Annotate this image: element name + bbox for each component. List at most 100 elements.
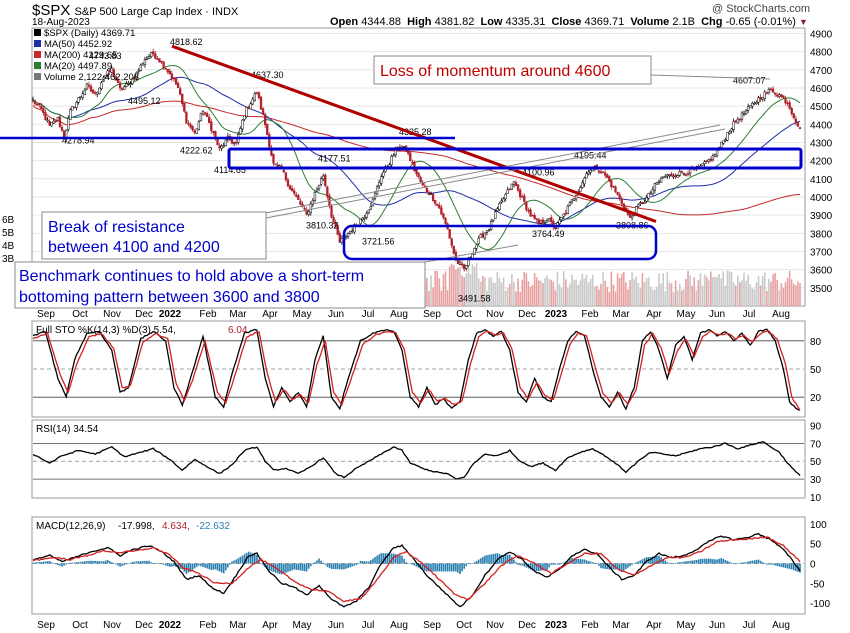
macd-histogram-bar bbox=[63, 563, 65, 566]
macd-histogram-bar bbox=[579, 559, 582, 564]
candle-body bbox=[143, 59, 147, 66]
volume-bar bbox=[602, 272, 604, 306]
macd-histogram-bar bbox=[670, 563, 673, 565]
volume-bar bbox=[610, 271, 613, 306]
macd-histogram-bar bbox=[328, 563, 331, 568]
volume-bar bbox=[763, 272, 766, 306]
macd-histogram-bar bbox=[187, 563, 190, 573]
volume-bar bbox=[660, 283, 662, 306]
candle-body bbox=[572, 198, 576, 201]
candle-body bbox=[527, 209, 530, 212]
candle-body bbox=[322, 175, 325, 180]
volume-bar bbox=[583, 278, 586, 306]
candle-body bbox=[483, 232, 487, 239]
volume-bar bbox=[639, 288, 642, 306]
candle-body bbox=[601, 171, 605, 174]
volume-bar bbox=[581, 273, 584, 306]
macd-histogram-bar bbox=[81, 561, 84, 564]
price-tick-label: 4700 bbox=[810, 66, 833, 77]
candle-body bbox=[179, 88, 182, 95]
candle-body bbox=[438, 205, 441, 209]
candle-body bbox=[666, 174, 669, 177]
macd-histogram-bar bbox=[40, 561, 43, 564]
volume-bar bbox=[604, 280, 606, 306]
candle-body bbox=[168, 70, 171, 75]
x-axis-label: Oct bbox=[456, 309, 472, 320]
volume-bar bbox=[455, 269, 457, 306]
volume-bar bbox=[519, 291, 521, 306]
macd-histogram-bar bbox=[349, 563, 351, 568]
candle-body bbox=[738, 118, 742, 121]
volume-bar bbox=[737, 275, 739, 306]
x-axis-label: 2022 bbox=[159, 309, 182, 320]
volume-bar bbox=[477, 278, 480, 306]
macd-histogram-bar bbox=[757, 559, 760, 564]
macd-histogram-bar bbox=[359, 560, 362, 564]
macd-histogram-bar bbox=[268, 563, 271, 571]
macd-histogram-bar bbox=[61, 563, 63, 567]
volume-bar bbox=[693, 277, 696, 306]
candle-body bbox=[232, 142, 236, 144]
macd-histogram-bar bbox=[208, 563, 211, 570]
legend-swatch bbox=[34, 51, 41, 58]
volume-bar bbox=[542, 283, 544, 306]
volume-bar bbox=[707, 280, 710, 306]
macd-histogram-bar bbox=[747, 561, 749, 564]
volume-bar bbox=[492, 282, 494, 306]
volume-bar bbox=[463, 277, 465, 306]
price-tick-label: 4100 bbox=[810, 175, 833, 186]
candle-body bbox=[664, 176, 667, 178]
macd-histogram-bar bbox=[465, 563, 468, 567]
candle-body bbox=[537, 219, 540, 225]
legend-entry: MA(20) 4497.89 bbox=[44, 61, 112, 72]
macd-histogram-bar bbox=[189, 563, 192, 572]
candle-body bbox=[162, 61, 165, 69]
macd-histogram-bar bbox=[448, 563, 451, 572]
volume-bar bbox=[473, 266, 476, 306]
macd-histogram-bar bbox=[314, 562, 316, 564]
macd-histogram-bar bbox=[490, 554, 492, 564]
candle-body bbox=[407, 149, 410, 154]
macd-legend: MACD(12,26,9) bbox=[36, 521, 105, 532]
macd-histogram-bar bbox=[606, 563, 609, 570]
volume-bar bbox=[732, 282, 735, 306]
volume-bar bbox=[649, 286, 652, 306]
candle-body bbox=[380, 176, 383, 184]
macd-histogram-bar bbox=[544, 563, 546, 571]
candle-body bbox=[340, 238, 344, 244]
candle-body bbox=[299, 200, 302, 205]
macd-histogram-bar bbox=[98, 561, 101, 564]
candle-body bbox=[709, 158, 713, 162]
volume-tick-label: 4B bbox=[2, 241, 15, 252]
price-tick-label: 4400 bbox=[810, 120, 833, 131]
price-point-label: 4222.62 bbox=[180, 146, 213, 156]
indicator-line-signal bbox=[32, 536, 801, 603]
candle-body bbox=[402, 145, 406, 148]
candle-body bbox=[564, 212, 567, 215]
volume-bar bbox=[556, 271, 559, 306]
macd-histogram-bar bbox=[734, 563, 737, 564]
macd-histogram-bar bbox=[459, 563, 461, 575]
candle-body bbox=[570, 198, 574, 203]
candle-body bbox=[786, 102, 789, 104]
candle-body bbox=[67, 118, 70, 130]
volume-bar bbox=[662, 273, 664, 306]
volume-bar bbox=[697, 280, 700, 306]
macd-histogram-bar bbox=[133, 561, 136, 564]
volume-bar bbox=[544, 277, 546, 306]
candle-body bbox=[763, 91, 766, 99]
candle-body bbox=[156, 58, 159, 60]
indicator-line-rsi bbox=[32, 441, 801, 480]
volume-bar bbox=[488, 277, 490, 306]
macd-histogram-bar bbox=[368, 561, 370, 564]
volume-bar bbox=[620, 273, 623, 306]
macd-histogram-bar bbox=[739, 562, 741, 564]
candle-body bbox=[531, 214, 534, 217]
volume-bar bbox=[552, 281, 555, 306]
macd-histogram-bar bbox=[730, 562, 733, 564]
candle-body bbox=[361, 217, 364, 221]
ma200-line bbox=[32, 100, 801, 216]
macd-histogram-bar bbox=[629, 563, 631, 567]
volume-bar bbox=[722, 271, 725, 306]
macd-histogram-bar bbox=[689, 560, 691, 564]
